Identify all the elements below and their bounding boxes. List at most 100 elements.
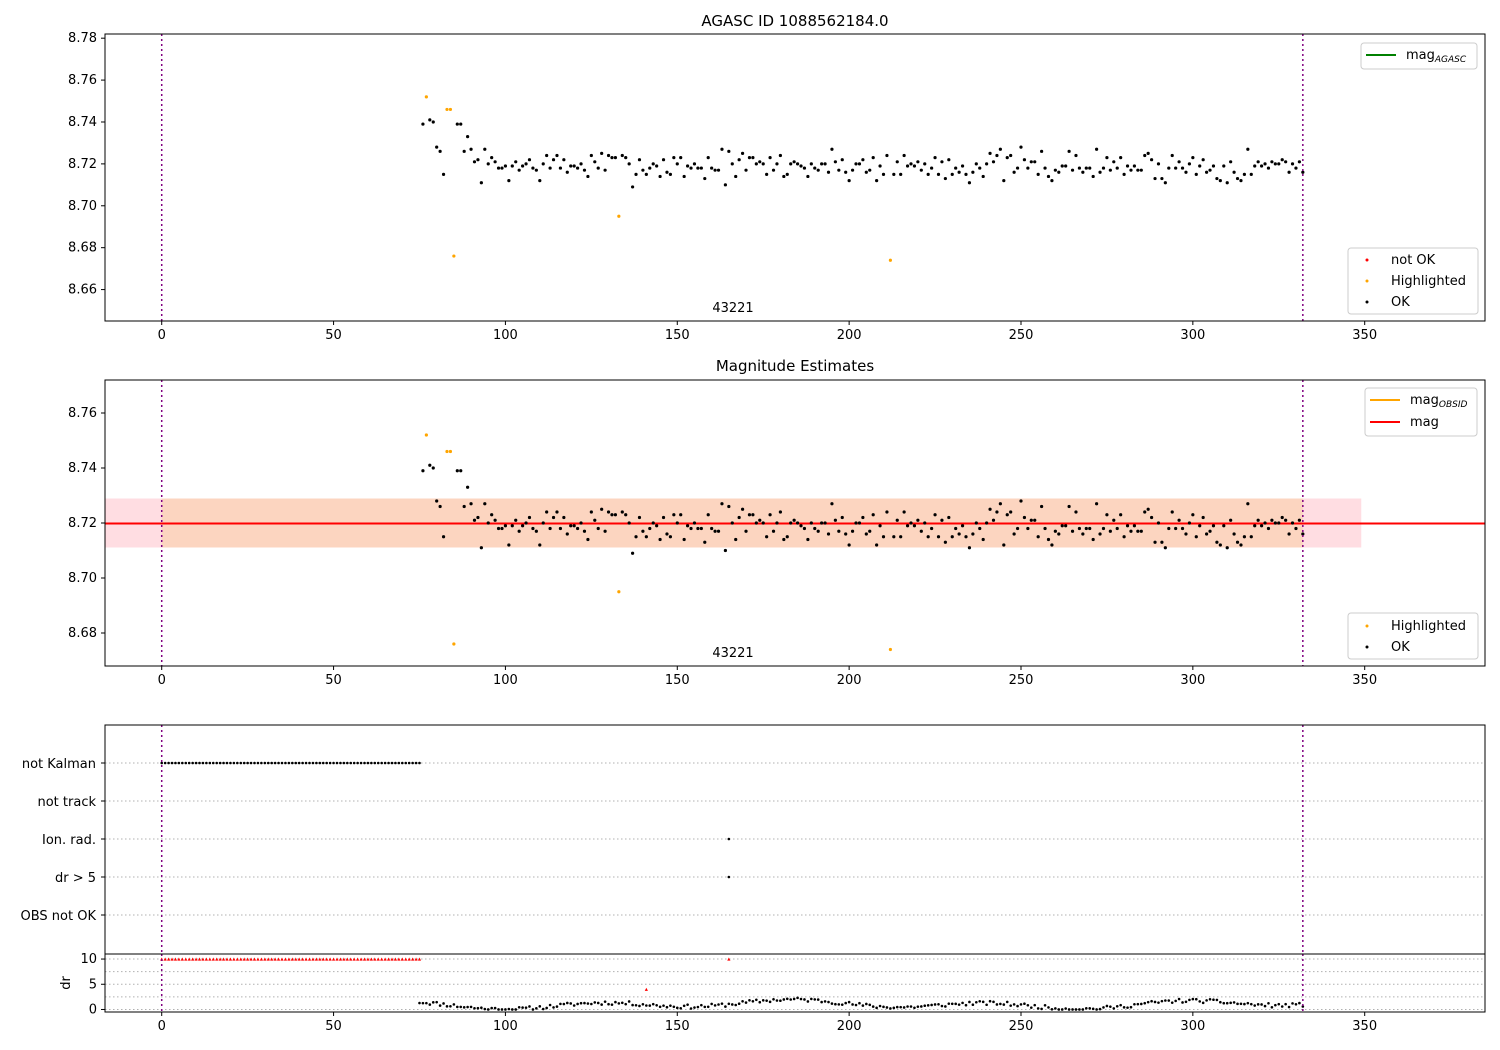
ok-point: [1053, 168, 1057, 172]
ok-point: [1211, 524, 1216, 528]
ok-point: [538, 179, 542, 183]
ok-point: [514, 518, 518, 522]
dr-point: [902, 1006, 906, 1009]
dr-point: [686, 1003, 689, 1006]
dr-point: [830, 1002, 834, 1005]
ok-point: [775, 521, 779, 525]
dr-point: [981, 1000, 985, 1004]
dr-point: [851, 1003, 854, 1006]
ok-point: [651, 521, 655, 525]
dr-point: [971, 1003, 975, 1007]
dr-point: [1284, 1002, 1287, 1006]
ok-point: [466, 135, 470, 139]
dr-capped-point: [283, 957, 288, 961]
dr-capped-point: [239, 957, 243, 961]
dr-point: [1212, 998, 1215, 1001]
ok-point: [1033, 518, 1037, 522]
dr-point: [682, 1004, 686, 1008]
ok-point: [466, 485, 470, 489]
dr-capped-point: [390, 957, 394, 961]
dr-point: [462, 1006, 466, 1009]
x-tick-label: 300: [1180, 673, 1205, 688]
ok-point: [668, 535, 673, 539]
ok-point: [878, 524, 882, 528]
dr-point: [607, 1002, 610, 1006]
ok-point: [1112, 160, 1116, 164]
ok-point: [950, 172, 954, 176]
ok-point: [1249, 535, 1253, 539]
dr-point: [785, 997, 789, 1001]
ok-point: [971, 532, 975, 536]
ok-point: [964, 535, 968, 539]
dr-capped-point: [356, 957, 360, 961]
ok-point: [1225, 181, 1229, 185]
ok-point: [1022, 515, 1027, 520]
flag-point: [376, 761, 380, 765]
ok-point: [723, 548, 727, 553]
dr-point: [1150, 999, 1153, 1003]
dr-point: [937, 1002, 940, 1006]
dr-point: [658, 1005, 662, 1009]
ok-point: [1153, 540, 1157, 544]
dr-point: [548, 1003, 552, 1007]
ok-point: [1263, 521, 1267, 525]
dr-point: [730, 1003, 734, 1006]
ok-point: [840, 158, 844, 162]
dr-point: [1205, 999, 1208, 1002]
ok-point: [765, 535, 769, 539]
ok-point: [462, 504, 466, 509]
ok-point: [579, 162, 583, 166]
dr-point: [617, 1002, 621, 1005]
ok-point: [679, 155, 683, 160]
dr-point: [799, 997, 803, 1001]
ok-point: [936, 172, 941, 176]
ok-point: [1026, 526, 1030, 531]
ok-point: [971, 170, 975, 174]
dr-point: [885, 1006, 889, 1009]
ok-point: [967, 546, 972, 550]
ok-point: [1108, 529, 1112, 533]
flag-point: [229, 761, 232, 765]
ok-point: [1136, 529, 1140, 533]
ok-point: [826, 532, 831, 536]
dr-point: [1009, 1004, 1012, 1007]
flag-point: [366, 761, 370, 765]
dr-capped-point: [290, 957, 294, 961]
flag-point: [208, 761, 212, 765]
x-tick-label: 250: [1009, 1019, 1034, 1034]
dr-point: [624, 1002, 628, 1006]
ok-point: [923, 521, 927, 525]
dr-point: [820, 1000, 823, 1004]
dr-capped-point: [225, 957, 229, 961]
ok-point: [558, 526, 563, 531]
flag-point: [273, 761, 277, 765]
ok-point: [720, 502, 724, 506]
agasc-panel: AGASC ID 1088562184.0 0 50 100 150 200 250 300…: [68, 12, 1486, 343]
dr-point: [545, 1006, 548, 1010]
flag-point: [287, 761, 291, 765]
flag-point: [407, 761, 411, 765]
flag-point: [363, 761, 366, 765]
dr-point: [1084, 1007, 1088, 1010]
dr-point: [1174, 999, 1177, 1003]
ok-point: [881, 172, 886, 176]
dr-capped-point: [342, 957, 346, 961]
dr-capped-point: [373, 957, 377, 961]
dr-point: [1139, 1002, 1143, 1006]
ok-point: [751, 155, 755, 160]
dr-point: [1280, 1005, 1284, 1008]
dr-point: [1050, 1007, 1054, 1011]
ok-point: [586, 537, 590, 542]
dr-point: [789, 998, 793, 1001]
ok-point: [799, 164, 803, 168]
ok-point: [1081, 170, 1085, 174]
ok-point: [1050, 179, 1054, 183]
ok-point: [1294, 526, 1298, 531]
ok-point: [792, 518, 796, 522]
ok-point: [472, 160, 477, 164]
ok-point: [665, 170, 669, 174]
ok-point: [995, 510, 999, 514]
ok-point: [1046, 537, 1051, 542]
ok-point: [1136, 168, 1140, 172]
y-tick-label: 8.68: [68, 241, 97, 256]
